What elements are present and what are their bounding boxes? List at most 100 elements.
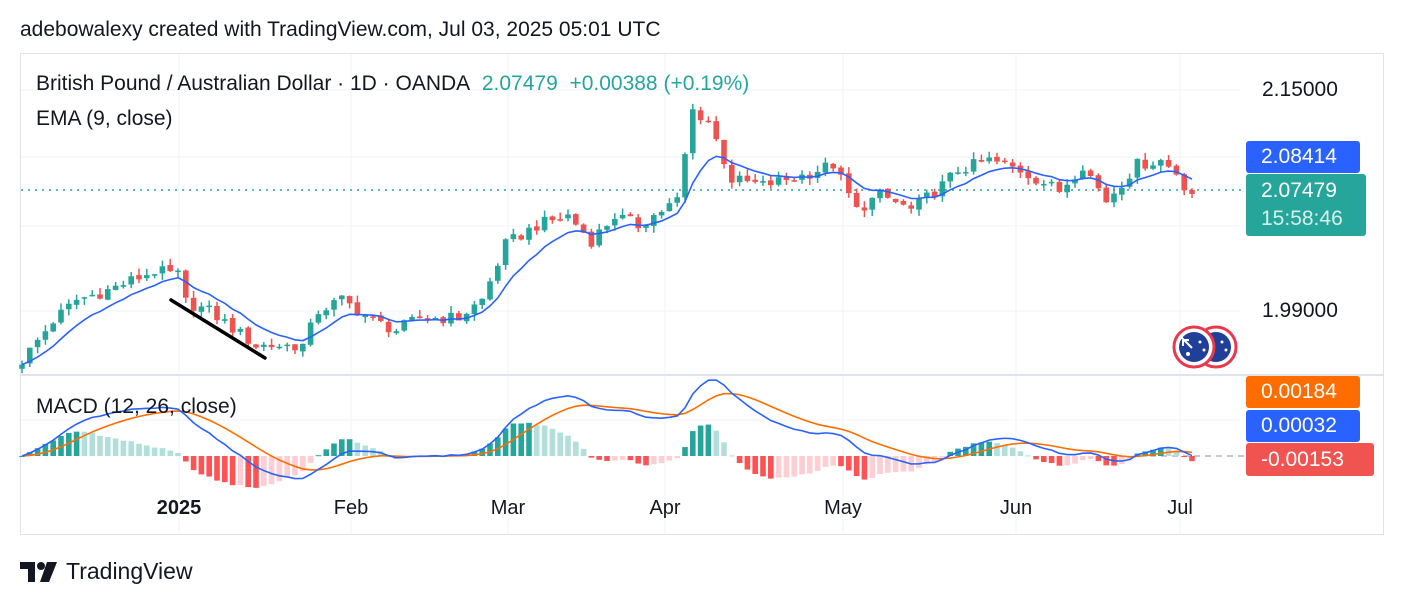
time-label: 2025 (156, 497, 202, 519)
candle-body (729, 164, 735, 183)
candle (869, 197, 875, 217)
price-tick: 2.15000 (1262, 78, 1338, 101)
symbol-legend[interactable]: British Pound / Australian Dollar · 1D ·… (36, 72, 749, 96)
candle-body (73, 299, 80, 305)
histogram-bar (541, 425, 548, 456)
candle-body (924, 192, 930, 197)
chart-frame (20, 53, 1384, 535)
candle-body (378, 315, 384, 321)
histogram-bar (963, 446, 969, 456)
histogram-bar (1009, 447, 1016, 456)
candle-body (947, 172, 953, 182)
candle-body (994, 156, 1000, 162)
candle-body (869, 197, 875, 210)
histogram-bar (596, 456, 602, 460)
candle (268, 338, 275, 350)
histogram-bar (81, 431, 88, 456)
candle-body (690, 109, 696, 154)
histogram-bar (892, 456, 899, 473)
candle-body (526, 227, 532, 240)
histogram-bar (1041, 456, 1047, 463)
candle-body (112, 285, 119, 290)
candle (73, 294, 80, 310)
candle (253, 343, 259, 350)
candle (939, 174, 946, 202)
candle (105, 285, 111, 301)
candle (619, 208, 626, 220)
histogram-bar (970, 443, 977, 456)
histogram-bar (705, 424, 712, 456)
candle-body (1095, 175, 1102, 189)
histogram-bar (877, 456, 883, 474)
histogram-bar (495, 437, 501, 456)
histogram-bar (1119, 456, 1125, 464)
candle (752, 174, 758, 184)
candle (495, 263, 501, 284)
candle-body (495, 265, 501, 281)
histogram-bar (853, 456, 860, 476)
candle (658, 210, 665, 219)
candle (1064, 179, 1070, 198)
time-label: Jul (1167, 497, 1193, 519)
candle-body (261, 344, 267, 347)
candle-body (978, 160, 985, 162)
candle-body (744, 175, 751, 182)
last-price-value: 2.07479 (1261, 179, 1337, 202)
candle-body (27, 347, 33, 364)
candle (112, 281, 119, 291)
candle-body (409, 316, 415, 320)
candle (541, 210, 548, 233)
histogram-bar (159, 448, 166, 456)
price-tick: 1.99000 (1262, 299, 1338, 322)
candle (167, 258, 173, 272)
histogram-bar (73, 431, 80, 456)
histogram-bar (487, 443, 493, 456)
candle (900, 199, 907, 206)
candle (1087, 168, 1094, 177)
candle-body (846, 173, 852, 194)
bar-countdown: 15:58:46 (1261, 207, 1343, 230)
candle-body (1080, 170, 1086, 180)
candle-body (666, 203, 673, 212)
candle-body (635, 217, 641, 229)
candle-body (315, 314, 322, 323)
candle-body (986, 157, 992, 162)
candle-body (401, 320, 407, 331)
candle-body (588, 231, 595, 247)
candle (986, 151, 992, 164)
candle-body (541, 216, 548, 231)
candle (596, 223, 602, 248)
candle (690, 103, 696, 160)
macd-histogram (19, 422, 1195, 488)
candle (908, 201, 914, 214)
macd-legend[interactable]: MACD (12, 26, close) (36, 395, 237, 418)
candle-body (105, 289, 111, 300)
candle (947, 171, 953, 188)
candle (635, 214, 641, 233)
histogram-bar (479, 448, 485, 456)
candle-body (331, 300, 337, 310)
candle-body (206, 305, 212, 308)
candle-body (276, 346, 283, 349)
candle (502, 238, 509, 270)
ema-legend[interactable]: EMA (9, close) (36, 107, 173, 130)
currency-flags-icon (1172, 325, 1238, 369)
candle-body (510, 234, 517, 240)
candle (1150, 161, 1156, 170)
candle (627, 212, 634, 217)
histogram-bar (206, 456, 212, 477)
candle-body (885, 188, 891, 198)
histogram-bar (666, 456, 673, 461)
candle-body (736, 175, 743, 183)
histogram-bar (612, 456, 618, 461)
candle-body (471, 304, 478, 315)
candle-body (658, 211, 665, 216)
candle-body (963, 172, 969, 174)
histogram-bar (830, 456, 836, 466)
candle-body (814, 171, 821, 178)
tradingview-footer[interactable]: TradingView (20, 558, 193, 585)
histogram-bar (300, 456, 306, 472)
time-label: Apr (649, 497, 681, 519)
candle (362, 315, 368, 323)
